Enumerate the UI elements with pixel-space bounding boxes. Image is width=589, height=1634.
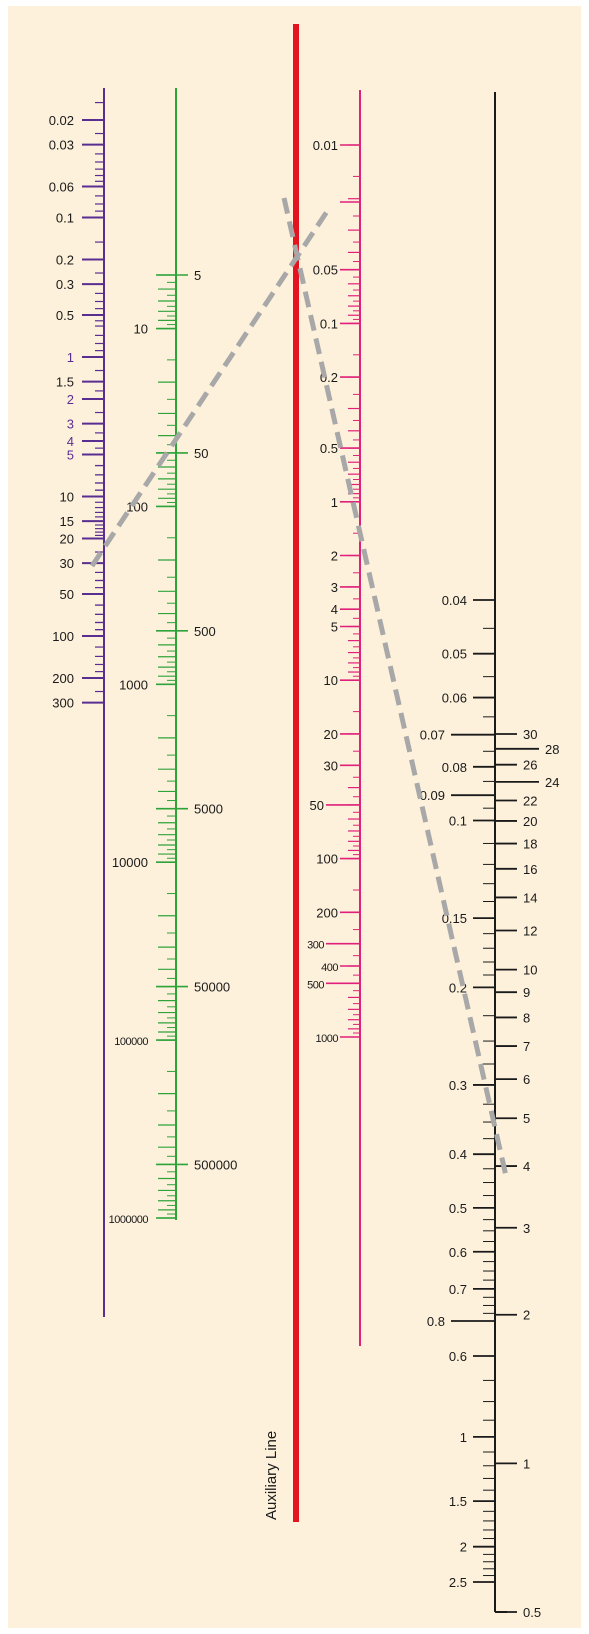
axis-5-right-label: 26: [523, 758, 537, 773]
axis-5-left-label: 0.05: [442, 647, 467, 662]
axis-1-tick-label: 5: [67, 448, 74, 463]
axis-5-right-label: 24: [545, 775, 559, 790]
axis-1-tick-label: 1.5: [56, 375, 74, 390]
axis-4-tick-label: 20: [324, 727, 338, 742]
axis-5-right-label: 2: [523, 1308, 530, 1323]
axis-5-right-label: 10: [523, 963, 537, 978]
axis-5-left-label: 0.1: [449, 814, 467, 829]
axis-5-right-label: 30: [523, 727, 537, 742]
axis-5-left-label: 0.6: [449, 1245, 467, 1260]
axis-5-right-label: 6: [523, 1072, 530, 1087]
axis-4-tick-label: 0.05: [313, 263, 338, 278]
axis-4-tick-label: 400: [321, 962, 338, 974]
axis-1-tick-label: 15: [60, 514, 74, 529]
axis-2-left-label: 10: [134, 322, 148, 337]
axis-4-tick-label: 0.1: [320, 316, 338, 331]
axis-5-left-label: 2: [460, 1540, 467, 1555]
axis-5-right-label: 28: [545, 742, 559, 757]
axis-5-right-label: 20: [523, 814, 537, 829]
axis-5-right-label: 18: [523, 837, 537, 852]
axis-5-left-label: 0.8: [427, 1314, 445, 1329]
axis-1-tick-label: 3: [67, 417, 74, 432]
axis-5-left-label: 0.3: [449, 1078, 467, 1093]
axis-5-right-label: 9: [523, 985, 530, 1000]
axis-4-tick-label: 10: [324, 673, 338, 688]
axis-5-right-label: 8: [523, 1010, 530, 1025]
axis-4-tick-label: 2: [331, 549, 338, 564]
axis-4-tick-label: 0.5: [320, 441, 338, 456]
axis-2-right-label: 50: [194, 446, 208, 461]
axis-5-right-label: 16: [523, 862, 537, 877]
axis-4-tick-label: 500: [307, 979, 324, 991]
axis-1-tick-label: 30: [60, 556, 74, 571]
axis-5-right-label: 4: [523, 1159, 530, 1174]
axis-5-right-label: 22: [523, 794, 537, 809]
axis-1-tick-label: 0.06: [49, 180, 74, 195]
axis-2-right-label: 500: [194, 624, 216, 639]
axis-1-tick-label: 0.5: [56, 308, 74, 323]
axis-2-left-label: 10000: [112, 855, 148, 870]
axis-4-tick-label: 4: [331, 602, 338, 617]
axis-1-tick-label: 20: [60, 532, 74, 547]
axis-2-right-label: 5000: [194, 802, 223, 817]
axis-5-right-label: 5: [523, 1111, 530, 1126]
axis-2-left-label: 1000000: [109, 1214, 149, 1226]
axis-4-tick-label: 3: [331, 580, 338, 595]
axis-2-scale: 5505005000500005000001010010001000010000…: [109, 88, 237, 1226]
axis-1-tick-label: 0.2: [56, 253, 74, 268]
axis-2-right-label: 500000: [194, 1157, 237, 1172]
axis-4-tick-label: 5: [331, 619, 338, 634]
axis-1-tick-label: 0.02: [49, 113, 74, 128]
axis-4-tick-label: 30: [324, 758, 338, 773]
axis-1-tick-label: 4: [67, 434, 74, 449]
axis-5-left-label: 0.04: [442, 593, 467, 608]
axis-5-left-label: 1.5: [449, 1494, 467, 1509]
axis-5-left-label: 0.07: [420, 728, 445, 743]
axis-5-left-label: 0.09: [420, 788, 445, 803]
axis-5-right-label: 1: [523, 1456, 530, 1471]
axis-5-right-label: 12: [523, 923, 537, 938]
axis-1-tick-label: 0.3: [56, 277, 74, 292]
axis-5-right-label: 14: [523, 890, 537, 905]
axis-2-left-label: 100000: [114, 1036, 148, 1048]
axis-5-left-label: 0.7: [449, 1282, 467, 1297]
axis-5-right-label: 3: [523, 1221, 530, 1236]
auxiliary-line-label: Auxiliary Line: [263, 1431, 280, 1520]
auxiliary-axis: Auxiliary Line: [263, 24, 299, 1522]
axis-4-tick-label: 200: [316, 905, 338, 920]
axis-1-tick-label: 300: [52, 696, 74, 711]
axis-5-right-label: 7: [523, 1039, 530, 1054]
axis-1-tick-label: 0.1: [56, 211, 74, 226]
axis-1-tick-label: 10: [60, 490, 74, 505]
axis-1-tick-label: 2: [67, 392, 74, 407]
axis-1-tick-label: 200: [52, 671, 74, 686]
axis-4-tick-label: 0.01: [313, 138, 338, 153]
axis-2-right-label: 5: [194, 268, 201, 283]
axis-5-left-label: 0.6: [449, 1349, 467, 1364]
axis-5-left-label: 1: [460, 1430, 467, 1445]
axis-4-scale: 0.010.050.10.20.512345102030501002003004…: [307, 90, 361, 1346]
axis-4-tick-label: 300: [307, 940, 324, 952]
axis-1-tick-label: 50: [60, 587, 74, 602]
axis-4-tick-label: 50: [310, 798, 324, 813]
axis-5-left-label: 0.5: [449, 1201, 467, 1216]
axis-5-left-label: 0.08: [442, 760, 467, 775]
axis-2-right-label: 50000: [194, 980, 230, 995]
axis-4-tick-label: 100: [316, 852, 338, 867]
axis-5-right-label: 0.5: [523, 1605, 541, 1620]
axis-5-left-label: 0.4: [449, 1147, 467, 1162]
axis-5-left-label: 2.5: [449, 1575, 467, 1590]
axis-2-left-label: 1000: [119, 677, 148, 692]
axis-5-left-label: 0.06: [442, 691, 467, 706]
axis-4-tick-label: 1: [331, 495, 338, 510]
axis-1-scale: 0.02 0.03 0.06 0.1 0.2 0.3 0.5 1 1.5 2 3 45 10 15 20 30…: [49, 88, 105, 1317]
axis-1-tick-label: 100: [52, 629, 74, 644]
axis-4-tick-label: 1000: [316, 1033, 339, 1045]
axis-1-tick-label: 0.03: [49, 138, 74, 153]
axis-1-tick-label: 1: [67, 350, 74, 365]
